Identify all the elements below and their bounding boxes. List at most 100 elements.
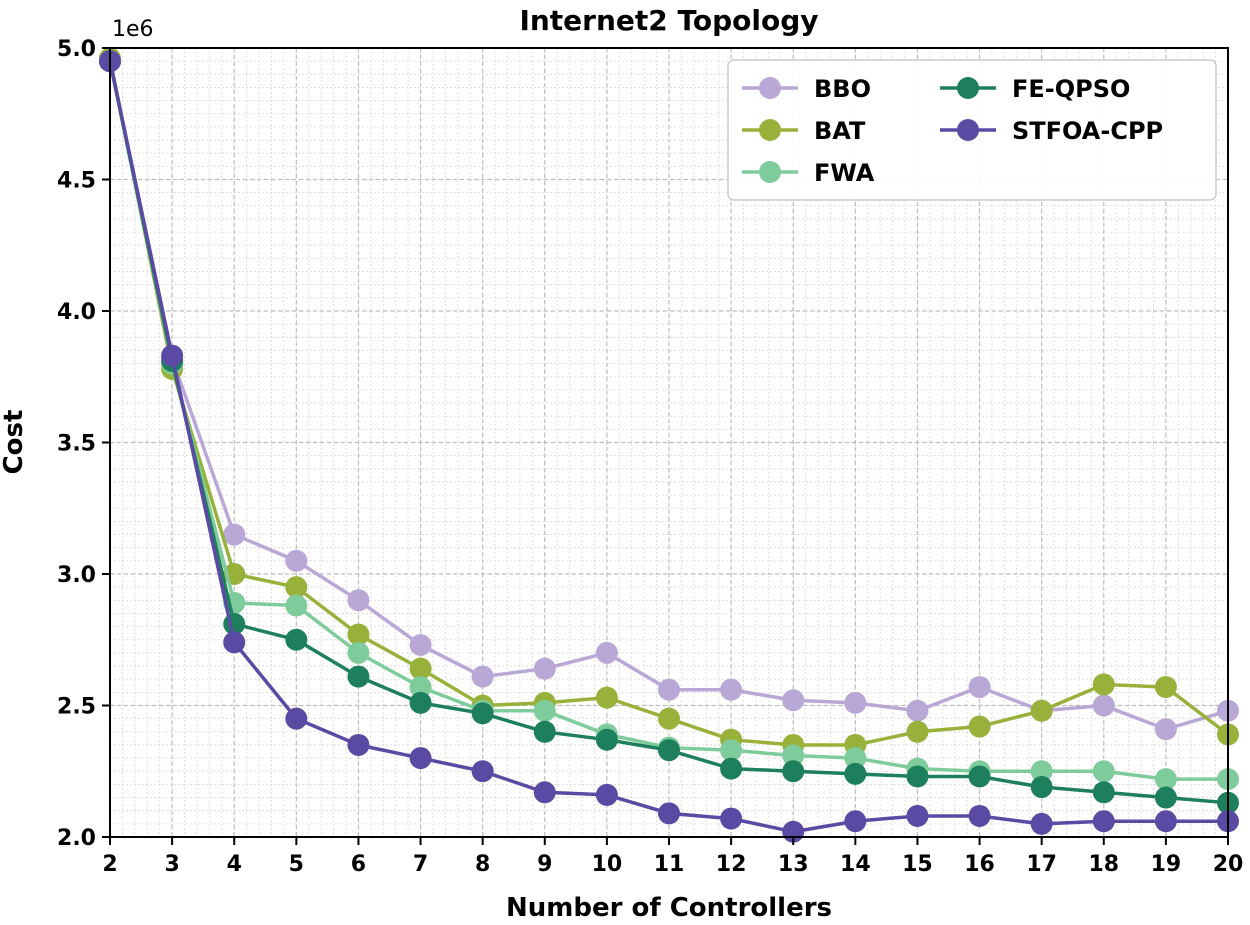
data-point	[347, 623, 370, 646]
data-point	[285, 594, 308, 617]
x-tick-label: 9	[537, 852, 552, 877]
data-point	[161, 344, 184, 367]
data-point	[285, 576, 308, 599]
y-axis-label: Cost	[0, 410, 29, 475]
x-tick-label: 5	[289, 852, 304, 877]
x-tick-label: 18	[1088, 852, 1119, 877]
legend-marker	[957, 119, 979, 141]
y-tick-label: 5.0	[57, 37, 96, 62]
x-tick-label: 12	[716, 852, 747, 877]
data-point	[285, 707, 308, 730]
y-tick-label: 4.5	[57, 169, 96, 194]
data-point	[595, 728, 618, 751]
x-tick-label: 6	[351, 852, 366, 877]
data-point	[409, 657, 432, 680]
data-point	[720, 739, 743, 762]
y-tick-label: 2.5	[57, 695, 96, 720]
data-point	[906, 720, 929, 743]
data-point	[782, 760, 805, 783]
data-point	[658, 678, 680, 701]
x-tick-label: 10	[592, 852, 623, 877]
x-tick-label: 20	[1213, 852, 1244, 877]
data-point	[409, 676, 432, 699]
legend-label: STFOA-CPP	[1012, 117, 1163, 145]
data-point	[720, 807, 743, 830]
data-point	[968, 804, 991, 827]
data-point	[906, 699, 929, 722]
data-point	[285, 549, 308, 572]
y-tick-label: 4.0	[57, 300, 96, 325]
x-tick-label: 11	[654, 852, 685, 877]
x-tick-label: 13	[778, 852, 809, 877]
data-point	[533, 657, 556, 680]
data-point	[347, 641, 370, 664]
data-point	[347, 665, 370, 688]
data-point	[1030, 812, 1053, 835]
legend-marker	[957, 77, 979, 99]
legend-marker	[759, 161, 781, 183]
data-point	[1092, 810, 1115, 833]
y-tick-label: 2.0	[57, 826, 96, 851]
data-point	[844, 747, 867, 770]
data-point	[409, 634, 432, 657]
data-point	[658, 802, 680, 825]
data-point	[223, 523, 246, 546]
legend-item: STFOA-CPP	[940, 117, 1163, 145]
x-tick-label: 19	[1151, 852, 1182, 877]
x-tick-label: 3	[164, 852, 179, 877]
data-point	[285, 628, 308, 651]
legend-label: FWA	[814, 159, 875, 187]
data-point	[720, 678, 743, 701]
data-point	[471, 760, 494, 783]
legend-marker	[759, 119, 781, 141]
data-point	[1030, 760, 1053, 783]
legend-label: BAT	[814, 117, 866, 145]
data-point	[906, 765, 929, 788]
data-point	[533, 699, 556, 722]
data-point	[1092, 760, 1115, 783]
data-point	[223, 631, 246, 654]
data-point	[844, 810, 867, 833]
legend: BBO BAT FWA FE-QPSO STFOA-CPP	[727, 59, 1217, 201]
data-point	[533, 720, 556, 743]
series-stfoa-cpp	[99, 50, 1239, 843]
x-tick-label: 8	[475, 852, 490, 877]
x-tick-label: 7	[413, 852, 428, 877]
data-point	[471, 702, 494, 725]
chart-title: Internet2 Topology	[519, 4, 818, 37]
data-point	[1092, 694, 1115, 717]
legend-marker	[759, 77, 781, 99]
data-point	[968, 676, 991, 699]
data-point	[595, 783, 618, 806]
data-point	[782, 689, 805, 712]
data-point	[471, 665, 494, 688]
data-point	[533, 781, 556, 804]
legend-item: BBO	[742, 75, 871, 103]
data-point	[409, 747, 432, 770]
data-point	[347, 589, 370, 612]
data-point	[844, 762, 867, 785]
data-point	[1154, 718, 1177, 741]
data-point	[595, 686, 618, 709]
data-point	[720, 757, 743, 780]
x-tick-label: 17	[1026, 852, 1057, 877]
data-point	[1092, 673, 1115, 696]
legend-item: BAT	[742, 117, 866, 145]
data-point	[844, 691, 867, 714]
y-axis-ticks: 2.0 2.5 3.0 3.5 4.0 4.5 5.0	[57, 37, 110, 851]
data-point	[658, 739, 680, 762]
legend-item: FWA	[742, 159, 875, 187]
y-tick-label: 3.5	[57, 432, 96, 457]
data-point	[1154, 786, 1177, 809]
x-tick-label: 14	[840, 852, 871, 877]
x-tick-label: 15	[902, 852, 933, 877]
data-point	[968, 715, 991, 738]
data-point	[1030, 699, 1053, 722]
data-point	[347, 733, 370, 756]
data-point	[1154, 810, 1177, 833]
data-point	[595, 641, 618, 664]
series-layer	[99, 47, 1239, 843]
data-point	[1092, 781, 1115, 804]
